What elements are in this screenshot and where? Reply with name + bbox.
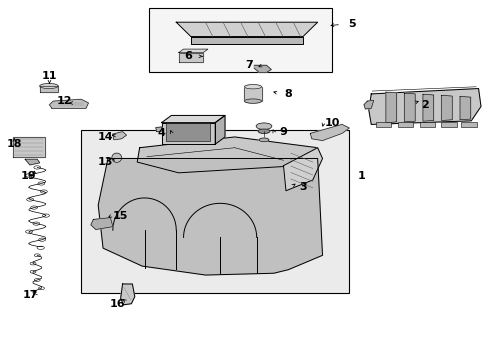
Polygon shape: [363, 100, 373, 109]
Text: 11: 11: [41, 71, 57, 81]
Polygon shape: [49, 99, 88, 108]
Ellipse shape: [259, 138, 268, 141]
Bar: [441, 122, 456, 127]
Bar: [166, 123, 210, 140]
Text: 1: 1: [357, 171, 365, 181]
Text: 8: 8: [284, 89, 292, 99]
Polygon shape: [190, 37, 303, 44]
Text: 16: 16: [110, 299, 125, 309]
Polygon shape: [40, 86, 58, 92]
Polygon shape: [283, 148, 322, 191]
Text: 9: 9: [279, 127, 287, 136]
Ellipse shape: [256, 123, 271, 130]
Text: 6: 6: [184, 51, 192, 61]
Text: 14: 14: [98, 132, 113, 142]
Polygon shape: [368, 89, 480, 125]
Polygon shape: [215, 116, 224, 144]
Text: 13: 13: [98, 157, 113, 167]
Bar: [81, 130, 348, 293]
Ellipse shape: [258, 129, 269, 134]
Polygon shape: [161, 123, 215, 144]
Bar: [149, 8, 331, 72]
Text: 15: 15: [112, 211, 127, 221]
Polygon shape: [98, 158, 322, 275]
Bar: [397, 122, 412, 127]
Text: 12: 12: [56, 96, 72, 106]
Polygon shape: [121, 284, 135, 305]
Polygon shape: [254, 65, 271, 72]
Text: 18: 18: [6, 139, 22, 149]
Polygon shape: [404, 93, 414, 122]
Polygon shape: [178, 53, 203, 62]
Text: 7: 7: [245, 60, 253, 70]
Ellipse shape: [40, 84, 58, 89]
Polygon shape: [244, 87, 261, 101]
Ellipse shape: [244, 85, 261, 89]
Polygon shape: [113, 132, 126, 140]
Polygon shape: [441, 95, 451, 121]
Polygon shape: [459, 96, 470, 120]
Polygon shape: [13, 137, 44, 157]
Text: 5: 5: [347, 19, 355, 29]
Ellipse shape: [244, 99, 261, 103]
Text: 4: 4: [157, 129, 165, 138]
Polygon shape: [310, 125, 348, 140]
Text: 19: 19: [21, 171, 37, 181]
Bar: [419, 122, 434, 127]
Polygon shape: [156, 127, 162, 132]
Bar: [375, 122, 390, 127]
Text: 17: 17: [22, 291, 38, 301]
Polygon shape: [422, 94, 433, 121]
Text: 2: 2: [420, 100, 428, 110]
Text: 3: 3: [299, 182, 306, 192]
Text: 10: 10: [324, 118, 339, 128]
Polygon shape: [137, 137, 317, 173]
Ellipse shape: [112, 153, 122, 162]
Polygon shape: [25, 159, 40, 165]
Polygon shape: [176, 22, 317, 37]
Polygon shape: [161, 116, 224, 123]
Bar: [460, 122, 476, 127]
Polygon shape: [91, 218, 113, 229]
Polygon shape: [385, 92, 396, 123]
Polygon shape: [178, 49, 207, 53]
